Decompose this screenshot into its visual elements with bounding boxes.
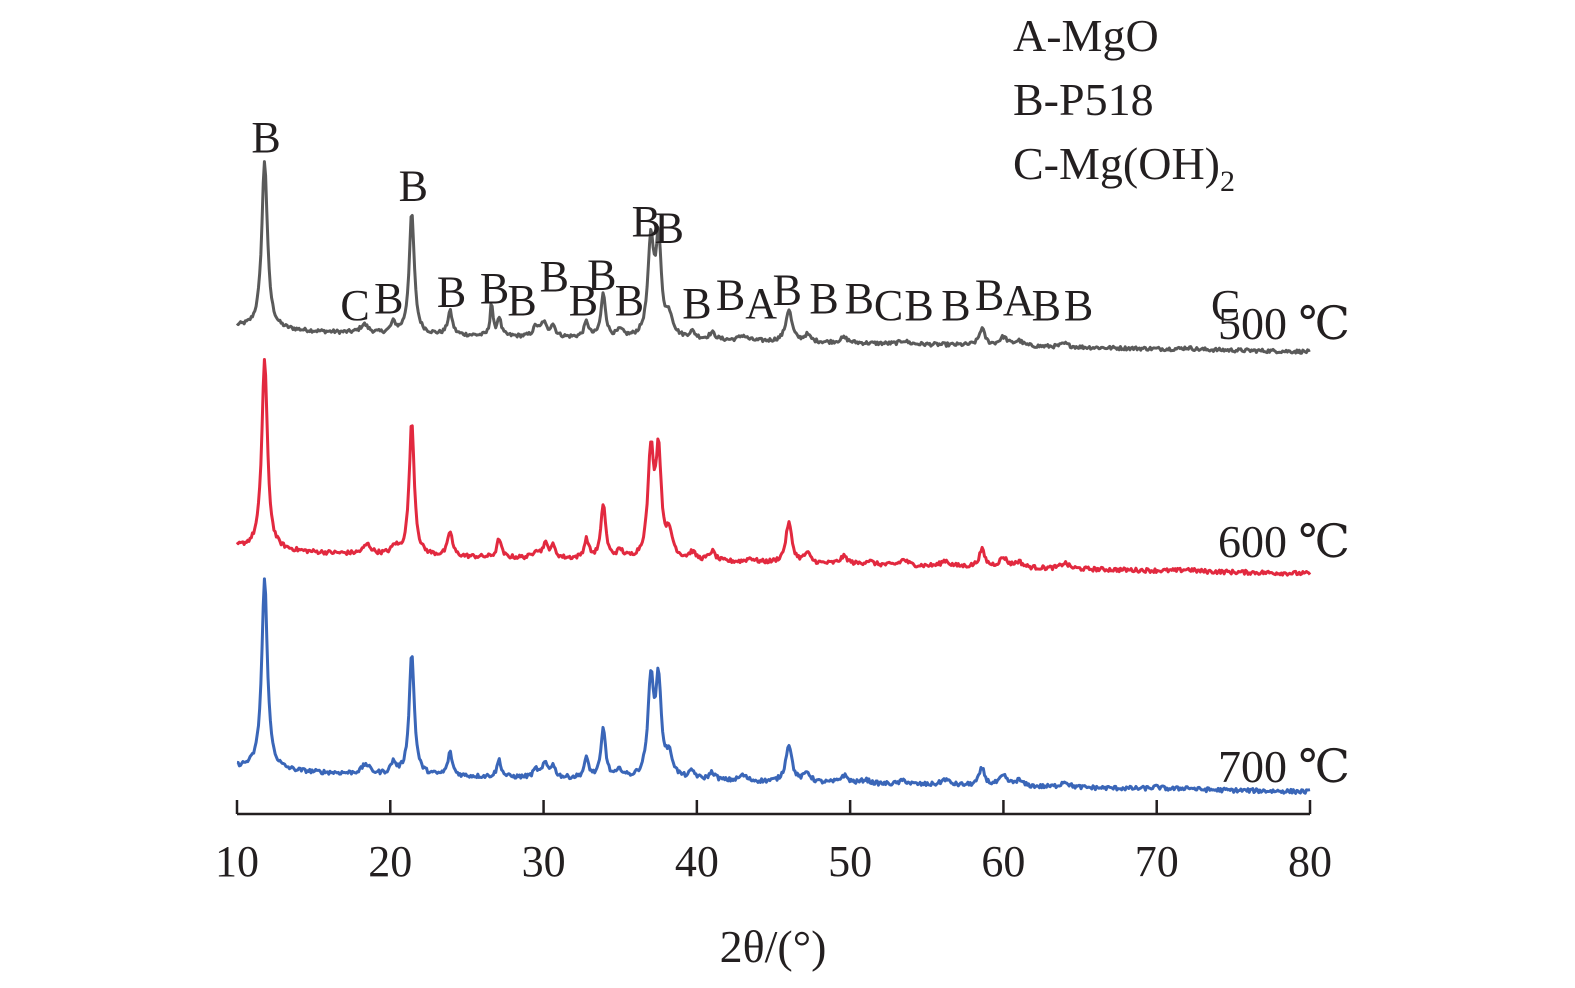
peak-label-17: B <box>809 274 838 323</box>
legend-entry-mgo: A-MgO <box>1013 10 1159 61</box>
legend: A-MgO B-P518 C-Mg(OH)2 <box>1013 10 1235 198</box>
peak-label-21: B <box>941 281 970 330</box>
x-tick-label-60: 60 <box>981 837 1025 886</box>
x-axis-title: 2θ/(°) <box>720 921 827 972</box>
series-label-700: 700 ℃ <box>1218 741 1350 792</box>
peak-label-18: B <box>845 274 874 323</box>
peak-label-7: B <box>540 252 569 301</box>
peak-label-4: B <box>437 267 466 316</box>
peak-label-25: B <box>1064 281 1093 330</box>
peak-label-5: B <box>480 264 509 313</box>
x-tick-label-10: 10 <box>215 837 259 886</box>
legend-entry-mgoh2-subscript: 2 <box>1220 165 1235 198</box>
x-tick-label-80: 80 <box>1288 837 1332 886</box>
peak-label-1: C <box>340 281 369 330</box>
peak-label-3: B <box>399 162 428 211</box>
peak-label-13: B <box>682 279 711 328</box>
peak-label-10: B <box>615 276 644 325</box>
x-tick-label-40: 40 <box>675 837 719 886</box>
series-label-600: 600 ℃ <box>1218 516 1350 567</box>
peak-label-26: C <box>1211 281 1240 330</box>
series-line-3 <box>236 577 1311 795</box>
peak-label-6: B <box>507 276 536 325</box>
series-labels: 500 ℃ 600 ℃ 700 ℃ <box>1218 298 1350 792</box>
legend-entry-mgoh2: C-Mg(OH)2 <box>1013 138 1235 198</box>
peak-label-11: B <box>632 197 661 246</box>
x-tick-label-50: 50 <box>828 837 872 886</box>
legend-entry-p518: B-P518 <box>1013 74 1154 125</box>
peak-label-24: B <box>1032 281 1061 330</box>
peak-label-16: B <box>773 266 802 315</box>
series-line-1 <box>235 160 1311 355</box>
legend-entry-mgoh2-main: C-Mg(OH) <box>1013 138 1220 189</box>
peak-label-0: B <box>251 113 280 162</box>
peak-label-9: B <box>587 251 616 300</box>
peak-label-2: B <box>374 274 403 323</box>
peak-label-19: C <box>874 281 903 330</box>
peak-label-22: B <box>975 271 1004 320</box>
peak-label-8: B <box>569 276 598 325</box>
series-label-500: 500 ℃ <box>1218 298 1350 349</box>
peak-label-20: B <box>904 281 933 330</box>
x-tick-label-30: 30 <box>522 837 566 886</box>
peak-label-15: A <box>745 279 777 328</box>
x-tick-label-20: 20 <box>368 837 412 886</box>
x-tick-label-70: 70 <box>1135 837 1179 886</box>
x-ticks: 10 20 30 40 50 60 70 80 <box>215 800 1332 886</box>
peak-label-12: B <box>655 204 684 253</box>
series-line-2 <box>235 357 1312 577</box>
peak-label-23: A <box>1003 276 1035 325</box>
peak-label-14: B <box>716 271 745 320</box>
series-group <box>235 160 1312 795</box>
x-axis: 10 20 30 40 50 60 70 80 <box>215 800 1332 886</box>
